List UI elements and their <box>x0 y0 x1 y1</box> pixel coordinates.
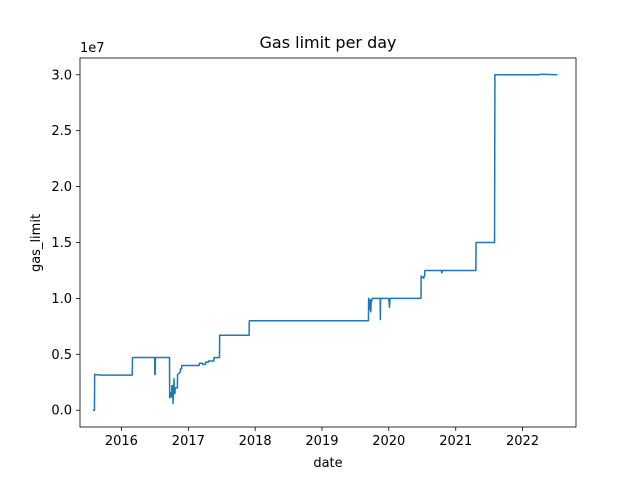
x-tick-label: 2016 <box>105 434 138 449</box>
x-tick-label: 2021 <box>439 434 472 449</box>
y-tick-label: 3.0 <box>51 68 72 83</box>
y-tick-label: 2.5 <box>51 124 72 139</box>
y-axis-title: gas_limit <box>29 214 44 272</box>
y-tick-label: 1.5 <box>51 236 72 251</box>
x-tick-label: 2022 <box>506 434 539 449</box>
chart-title: Gas limit per day <box>260 33 397 52</box>
x-tick-label: 2017 <box>172 434 205 449</box>
y-axis-offset-label: 1e7 <box>80 41 105 56</box>
x-tick-label: 2018 <box>239 434 272 449</box>
y-tick-label: 0.5 <box>51 348 72 363</box>
y-tick-label: 1.0 <box>51 292 72 307</box>
series-line <box>92 73 558 411</box>
x-tick-label: 2019 <box>305 434 338 449</box>
x-tick-label: 2020 <box>372 434 405 449</box>
y-tick-label: 0.0 <box>51 404 72 419</box>
plot-area: 2016 2017 2018 2019 2020 2021 2022 0.0 0.5 1.0 1.5… <box>51 57 577 449</box>
y-tick-label: 2.0 <box>51 180 72 195</box>
x-axis-title: date <box>313 456 342 471</box>
